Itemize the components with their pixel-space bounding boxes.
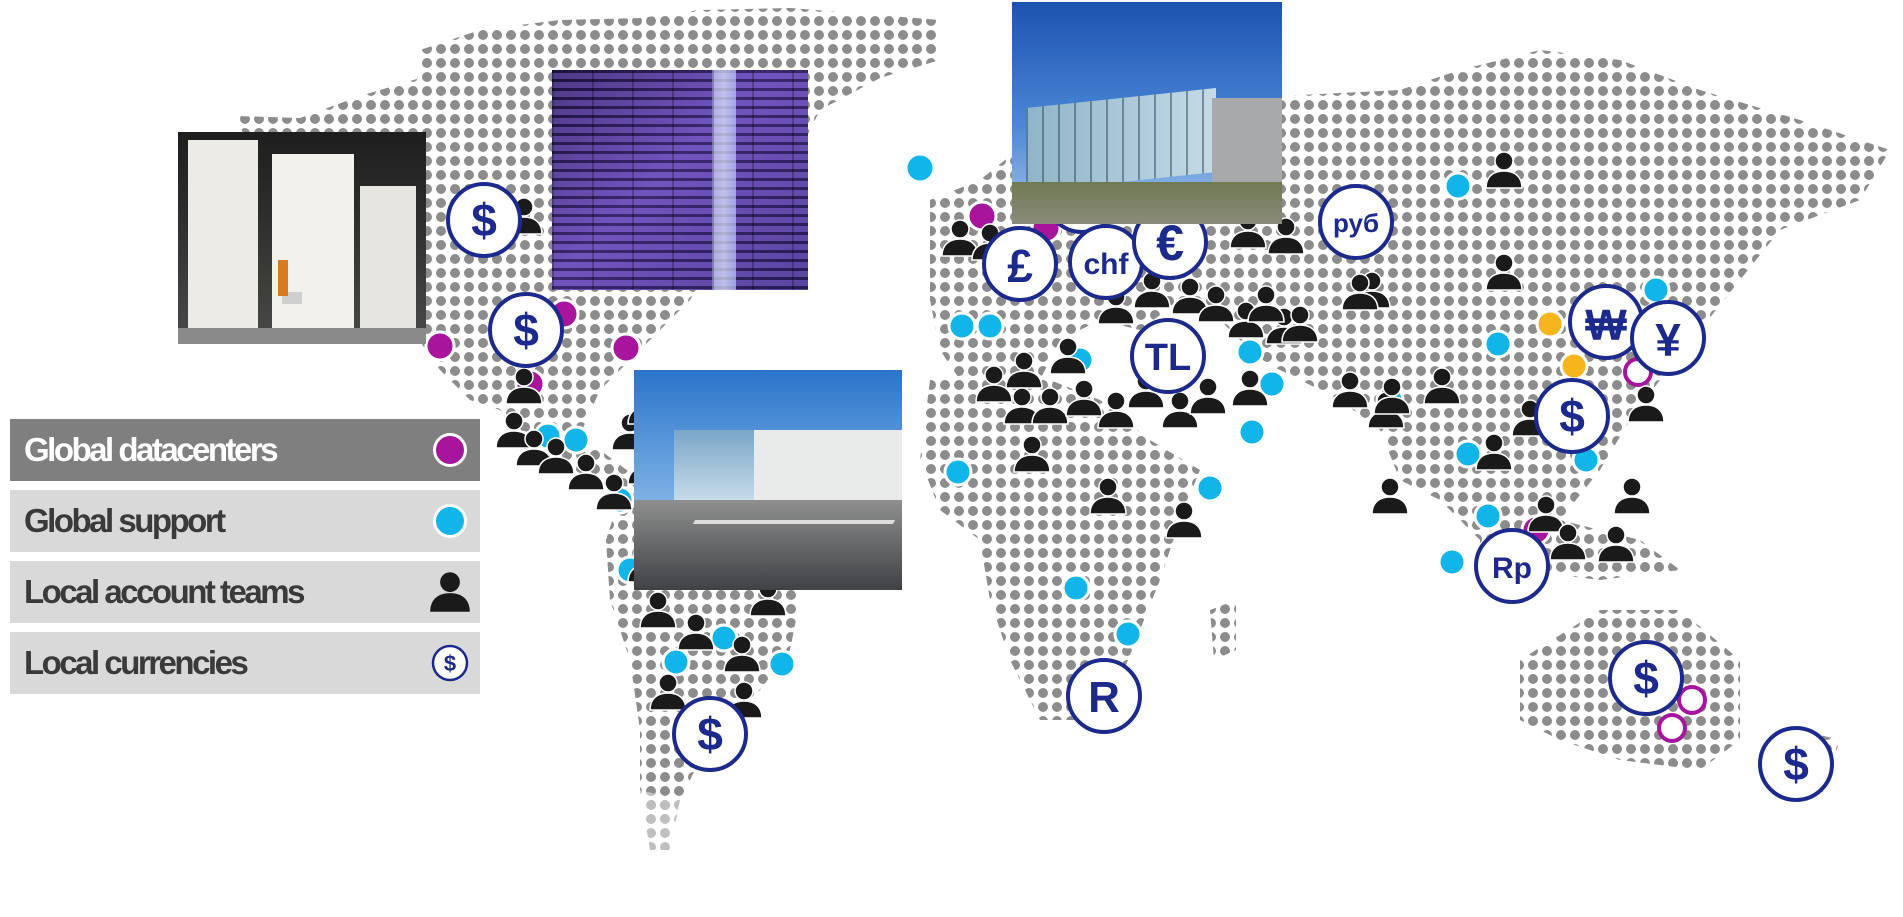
currency-badge-symbol: $ [444,651,456,676]
support-dot [1437,547,1467,577]
support-dot [561,425,591,455]
legend-account-teams: Local account teams [10,561,480,623]
datacenter-dot [610,332,642,364]
planned-datacenter-ring [1677,685,1707,715]
planned-datacenter-ring [1657,713,1687,743]
datacenter-dot [424,330,456,362]
support-dot [767,649,797,679]
patagonia-dots [640,790,680,850]
support-dot [1237,417,1267,447]
currency-symbol: ¥ [1655,314,1681,366]
datacenter-dot-icon [433,433,467,467]
legend-support-label: Global support [24,502,226,539]
madagascar-dots [1210,600,1236,660]
legend-currencies: Local currencies $ [10,632,480,694]
currency-rub-badge: руб [1318,184,1394,260]
support-dot [1257,369,1287,399]
currency-usd-badge: $ [672,696,748,772]
person-icon [1189,377,1227,415]
currency-symbol: TL [1145,337,1191,379]
currency-symbol: $ [1559,390,1585,442]
currency-symbol: chf [1084,248,1130,281]
support-dot [904,152,936,184]
office-building-photo [634,370,902,590]
support-dot [1113,619,1143,649]
legend-account-teams-label: Local account teams [24,573,305,610]
datacenter-modules-photo [178,132,426,344]
person-icon [1371,477,1409,515]
support-dot [1483,329,1513,359]
currency-badge-icon: $ [431,644,469,682]
support-dot [1453,439,1483,469]
currency-chf-badge: chf [1068,224,1144,300]
currency-usd-badge: $ [446,182,522,258]
currency-zar-badge: R [1066,658,1142,734]
currency-idr-badge: Rp [1474,528,1550,604]
currency-usd-badge: $ [488,292,564,368]
currency-symbol: Rp [1492,552,1532,585]
support-dot [1195,473,1225,503]
support-dot [975,311,1005,341]
currency-symbol: € [1156,215,1184,271]
currency-gbp-badge: £ [982,226,1058,302]
currency-symbol: £ [1007,240,1033,292]
datacenter-building-photo [1012,2,1282,224]
legend-currencies-label: Local currencies [24,644,249,681]
legend-support: Global support [10,490,480,552]
currency-symbol: ₩ [1585,301,1627,350]
support-dot [1641,275,1671,305]
currency-symbol: $ [1783,738,1809,790]
support-dot [947,311,977,341]
currency-usd-badge: $ [1534,378,1610,454]
currency-usd-badge: $ [1608,640,1684,716]
currency-usd-badge: $ [1758,726,1834,802]
support-dot [1473,501,1503,531]
partner-dot [1535,309,1565,339]
currency-try-badge: TL [1130,318,1206,394]
partner-dot [1559,351,1589,381]
support-dot [1061,573,1091,603]
support-dot [1443,171,1473,201]
currency-symbol: R [1088,673,1120,722]
currency-symbol: $ [513,304,539,356]
currency-symbol: $ [697,708,723,760]
support-dot [943,457,973,487]
currency-krw-badge: ₩ [1568,284,1644,360]
currency-symbol: $ [1633,652,1659,704]
server-racks-photo [552,70,808,290]
person-icon [428,570,472,614]
currency-symbol: руб [1333,208,1379,238]
legend-datacenters-label: Global datacenters [24,431,279,468]
person-icon [1613,477,1651,515]
support-dot-icon [433,504,467,538]
support-dot [661,647,691,677]
legend-datacenters: Global datacenters [10,419,480,481]
currency-jpy-badge: ¥ [1630,300,1706,376]
partner-locations [1535,309,1589,381]
currency-symbol: $ [471,194,497,246]
support-dot [1235,337,1265,367]
